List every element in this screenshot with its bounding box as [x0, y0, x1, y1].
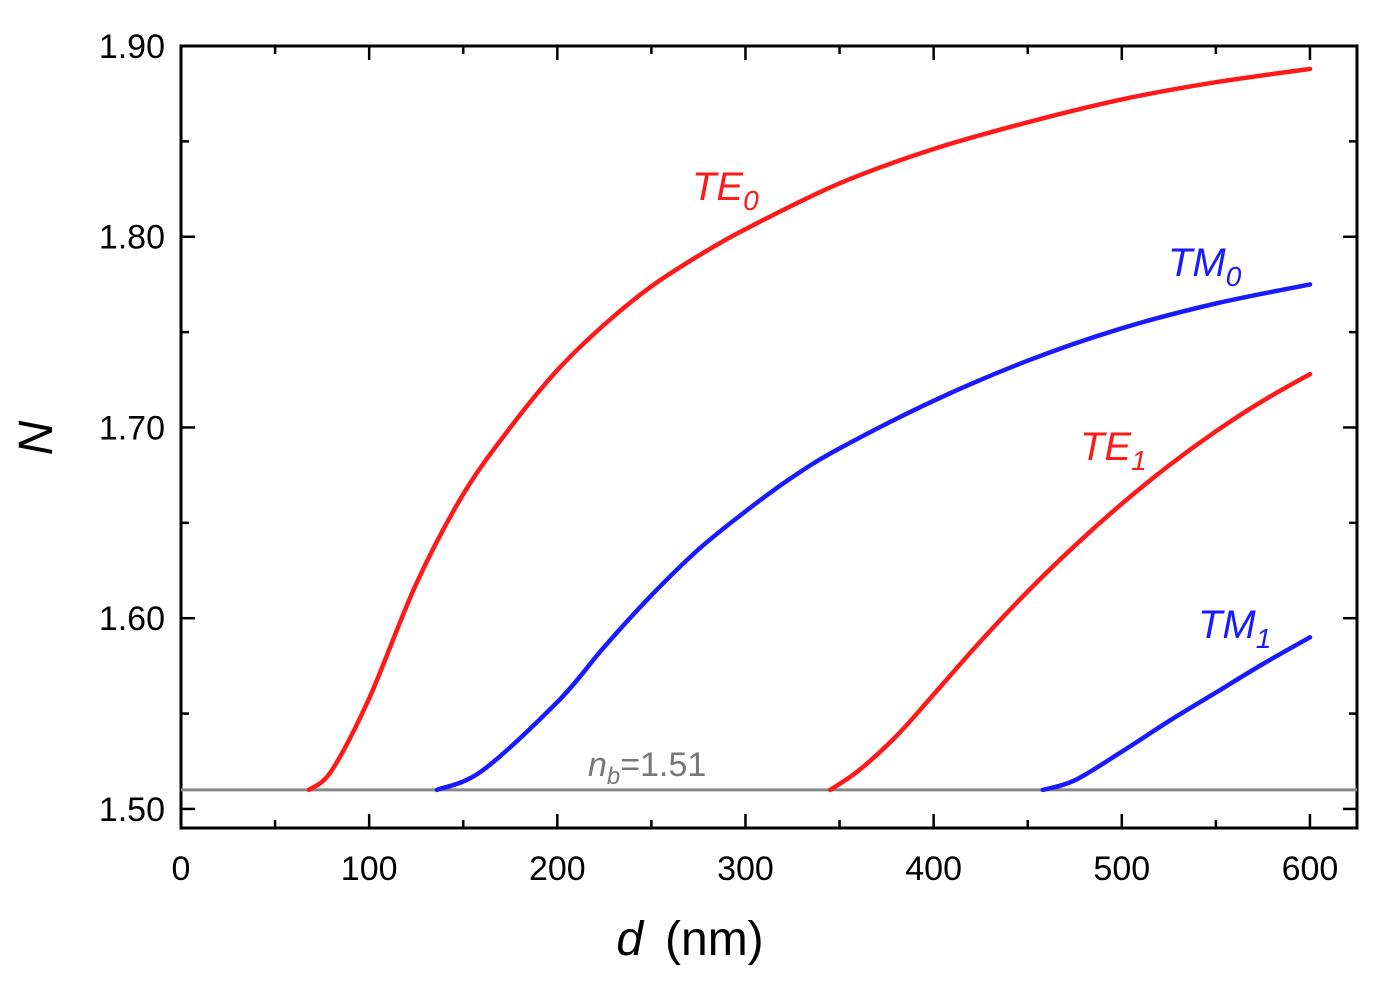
label-tm1: TM1	[1198, 603, 1271, 654]
series-line-tm0	[434, 282, 1313, 793]
svg-text:nb=1.51: nb=1.51	[588, 746, 706, 790]
baseline-label: nb=1.51	[588, 746, 706, 790]
series-line-te0	[306, 66, 1313, 793]
x-tick-label: 200	[529, 850, 586, 888]
axis-titles: d (nm) N	[10, 420, 764, 966]
baseline-label-sub: b	[607, 763, 620, 790]
x-tick-label: 300	[717, 850, 774, 888]
curve-labels: TE0 TM0 TE1 TM1	[692, 165, 1271, 654]
x-tick-label: 0	[172, 850, 191, 888]
y-tick-label: 1.90	[99, 28, 165, 66]
y-tick-label: 1.80	[99, 219, 165, 257]
series-line-tm1	[1040, 635, 1313, 793]
series-line-te1	[827, 371, 1313, 793]
y-tick-label: 1.60	[99, 600, 165, 638]
baseline-label-value: =1.51	[620, 746, 706, 784]
x-tick-label: 500	[1093, 850, 1150, 888]
x-tick-label: 100	[341, 850, 398, 888]
label-tm0: TM0	[1168, 241, 1242, 292]
baseline-label-var: n	[588, 746, 607, 784]
x-tick-label: 600	[1282, 850, 1339, 888]
y-tick-label: 1.50	[99, 791, 165, 829]
label-te0: TE0	[692, 165, 759, 216]
x-axis-title: d (nm)	[616, 913, 763, 966]
y-tick-label: 1.70	[99, 409, 165, 447]
plot-frame	[179, 44, 1359, 830]
plot-area: 0 100 200 300 400 500 600 1.50 1.60 1.70 1.80 1.90	[99, 28, 1359, 888]
x-tick-label: 400	[905, 850, 962, 888]
label-te1: TE1	[1080, 425, 1147, 476]
y-axis-title: N	[10, 420, 63, 455]
